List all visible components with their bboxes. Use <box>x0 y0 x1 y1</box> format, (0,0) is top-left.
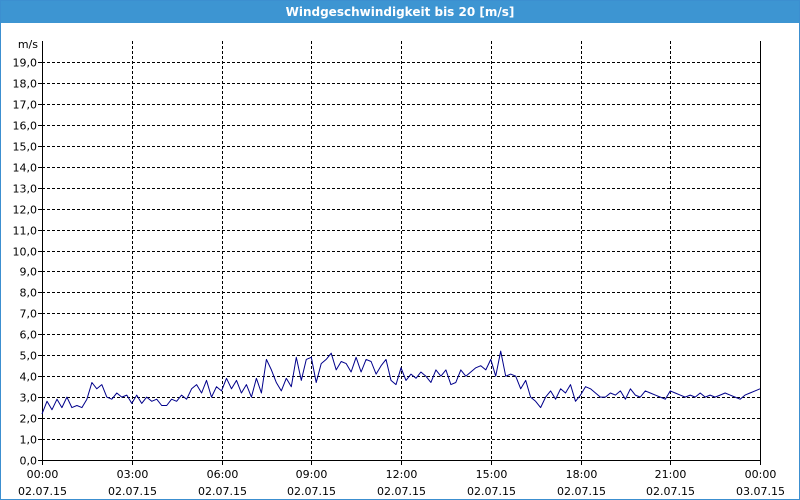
x-tick-label-date: 02.07.15 <box>18 485 67 498</box>
x-tick-label-date: 02.07.15 <box>467 485 516 498</box>
y-axis-label: m/s <box>18 38 38 51</box>
y-tick-label: 14,0 <box>13 162 38 175</box>
x-tick-label-date: 02.07.15 <box>108 485 157 498</box>
x-tick-label-time: 03:00 <box>117 468 149 481</box>
y-tick-label: 5,0 <box>20 350 38 363</box>
plot-area <box>42 41 760 460</box>
x-tick-label-time: 18:00 <box>566 468 598 481</box>
x-tick-label-time: 06:00 <box>207 468 239 481</box>
window-title: Windgeschwindigkeit bis 20 [m/s] <box>1 1 799 23</box>
y-tick-label: 0,0 <box>20 455 38 468</box>
x-tick-label-time: 15:00 <box>476 468 508 481</box>
y-tick-label: 4,0 <box>20 371 38 384</box>
x-tick-label-date: 03.07.15 <box>736 485 785 498</box>
y-tick-label: 6,0 <box>20 329 38 342</box>
series-line-wind-speed <box>41 350 761 415</box>
x-tick-label-time: 21:00 <box>655 468 687 481</box>
y-tick-label: 3,0 <box>20 392 38 405</box>
x-tick-label-time: 00:00 <box>27 468 59 481</box>
y-tick-label: 10,0 <box>13 246 38 259</box>
y-tick-label: 9,0 <box>20 266 38 279</box>
x-tick-label-time: 09:00 <box>296 468 328 481</box>
x-tick-label-date: 02.07.15 <box>287 485 336 498</box>
y-tick-label: 19,0 <box>13 57 38 70</box>
y-tick-label: 15,0 <box>13 141 38 154</box>
x-tick-label-time: 00:00 <box>745 468 777 481</box>
x-tick-label-date: 02.07.15 <box>646 485 695 498</box>
y-tick-label: 11,0 <box>13 225 38 238</box>
x-tick-label-date: 02.07.15 <box>557 485 606 498</box>
y-tick-label: 18,0 <box>13 78 38 91</box>
y-tick-label: 1,0 <box>20 434 38 447</box>
x-tick-label-date: 02.07.15 <box>377 485 426 498</box>
y-tick-label: 17,0 <box>13 99 38 112</box>
y-tick-label: 7,0 <box>20 308 38 321</box>
y-tick-label: 16,0 <box>13 120 38 133</box>
y-tick-label: 2,0 <box>20 413 38 426</box>
y-tick-label: 8,0 <box>20 287 38 300</box>
x-tick-label-time: 12:00 <box>386 468 418 481</box>
y-tick-label: 12,0 <box>13 204 38 217</box>
y-tick-label: 13,0 <box>13 183 38 196</box>
x-tick-label-date: 02.07.15 <box>198 485 247 498</box>
